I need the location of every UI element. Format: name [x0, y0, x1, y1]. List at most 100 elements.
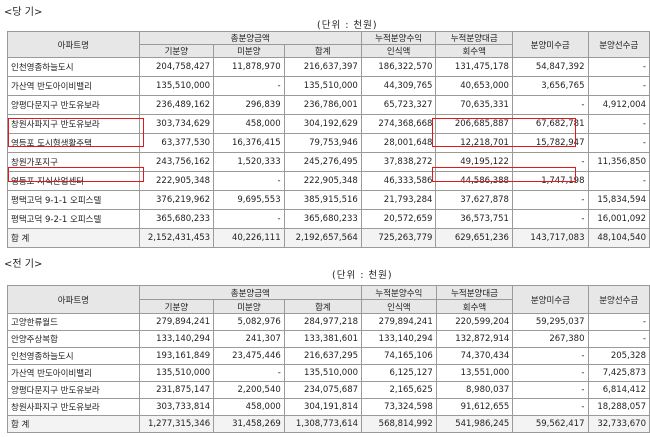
amount-cell: 20,572,659	[360, 209, 437, 229]
apartment-name-cell: 양평다문지구 반도유보라	[7, 381, 140, 399]
amount-cell: 568,814,992	[361, 415, 437, 433]
amount-cell: 91,612,655	[435, 398, 514, 416]
table-row: 가산역 반도아이비밸리 135,510,000-135,510,000 6,125,…	[7, 364, 650, 382]
table-row: 안양주상복합 133,140,294 241,307 133,381,601 133,1…	[7, 330, 650, 348]
header-unsold: 미분양	[213, 299, 285, 314]
amount-cell: 2,152,431,453	[138, 228, 215, 248]
amount-cell: 220,599,204	[435, 313, 514, 331]
amount-cell: -	[587, 114, 650, 134]
amount-cell: 143,717,083	[511, 228, 589, 248]
amount-cell: -	[587, 76, 650, 96]
amount-cell: 284,977,218	[283, 313, 363, 331]
amount-cell: -	[587, 171, 650, 191]
amount-cell: 267,380	[512, 330, 589, 348]
amount-cell: 1,277,315,346	[138, 415, 215, 433]
header-cum-revenue-2: 인식액	[360, 44, 437, 58]
amount-cell: -	[512, 398, 589, 416]
header-receivable: 분양미수금	[511, 31, 589, 58]
amount-cell: 31,458,269	[213, 415, 285, 433]
amount-cell: 236,786,001	[283, 95, 362, 115]
table-row: 창원가포지구 243,756,162 1,520,333 245,276,495 37,…	[7, 152, 650, 172]
amount-cell: 5,082,976	[213, 313, 285, 331]
amount-cell: 11,356,850	[587, 152, 650, 172]
apartment-name-cell: 합 계	[7, 228, 140, 248]
table-row: 가산역 반도아이비밸리 135,510,000-135,510,000 44,309…	[7, 76, 650, 96]
apartment-name-cell: 창원사파지구 반도유보라	[7, 398, 140, 416]
amount-cell: 21,793,284	[360, 190, 437, 210]
amount-cell: 44,309,765	[360, 76, 437, 96]
amount-cell: -	[511, 190, 589, 210]
total-row: 합 계 2,152,431,453 40,226,111 2,192,657,564 7…	[7, 228, 650, 248]
amount-cell: 11,878,970	[213, 57, 285, 77]
amount-cell: 222,905,348	[138, 171, 215, 191]
amount-cell: 2,192,657,564	[283, 228, 362, 248]
amount-cell: 385,915,516	[283, 190, 362, 210]
amount-cell: 16,376,415	[213, 133, 285, 153]
amount-cell: 54,847,392	[511, 57, 589, 77]
amount-cell: 23,475,446	[213, 347, 285, 365]
current-table-body: 인천영종하늘도시 204,758,427 11,878,970 216,637,397…	[7, 57, 650, 248]
amount-cell: 133,140,294	[361, 330, 437, 348]
amount-cell: -	[587, 133, 650, 153]
amount-cell: 279,894,241	[138, 313, 215, 331]
amount-cell: 376,219,962	[138, 190, 215, 210]
amount-cell: 304,191,814	[283, 398, 363, 416]
amount-cell: 12,218,701	[435, 133, 513, 153]
header-receivable: 분양미수금	[512, 285, 589, 314]
amount-cell: -	[512, 381, 589, 399]
header-cum-revenue-2: 인식액	[361, 299, 437, 314]
amount-cell: 65,723,327	[360, 95, 437, 115]
amount-cell: 243,756,162	[138, 152, 215, 172]
apartment-name-cell: 평택고덕 9-2-1 오피스텔	[7, 209, 140, 229]
amount-cell: 59,562,417	[512, 415, 589, 433]
table-row: 인천영종하늘도시 204,758,427 11,878,970 216,637,397…	[7, 57, 650, 77]
amount-cell: -	[213, 171, 285, 191]
apartment-name-cell: 양평다문지구 반도유보라	[7, 95, 140, 115]
current-unit-label: (단위 : 천원)	[317, 20, 378, 31]
amount-cell: 279,894,241	[361, 313, 437, 331]
amount-cell: 37,838,272	[360, 152, 437, 172]
table-row: 양평다문지구 반도유보라 236,489,162 296,839 236,786,00…	[7, 95, 650, 115]
amount-cell: 2,165,625	[361, 381, 437, 399]
amount-cell: 59,295,037	[512, 313, 589, 331]
apartment-name-cell: 창원가포지구	[7, 152, 140, 172]
amount-cell: 186,322,570	[360, 57, 437, 77]
amount-cell: 15,782,947	[511, 133, 589, 153]
amount-cell: -	[512, 347, 589, 365]
amount-cell: 216,637,397	[283, 57, 362, 77]
amount-cell: 365,680,233	[283, 209, 362, 229]
amount-cell: 241,307	[213, 330, 285, 348]
header-cum-revenue: 누적분양수익	[361, 285, 437, 300]
amount-cell: 8,980,037	[435, 381, 514, 399]
current-sales-table: 아파트명 총분양금액 누적분양수익 누적분양대금 분양미수금 분양선수금 기분양…	[7, 31, 650, 248]
table-row: 창원사파지구 반도유보라 303,734,629 458,000 304,192,62…	[7, 114, 650, 134]
amount-cell: 73,324,598	[361, 398, 437, 416]
header-sum: 합계	[283, 44, 362, 58]
table-row: 창원사파지구 반도유보라 303,733,814 458,000 304,191,81…	[7, 398, 650, 416]
amount-cell: 16,001,092	[587, 209, 650, 229]
header-cum-collected: 누적분양대금	[435, 31, 513, 45]
table-row: 영등포 지식산업센터 222,905,348-222,905,348 46,333,…	[7, 171, 650, 191]
apartment-name-cell: 안양주상복합	[7, 330, 140, 348]
prior-sales-table: 아파트명 총분양금액 누적분양수익 누적분양대금 분양미수금 분양선수금 기분양…	[7, 285, 650, 433]
prior-period-label: <전 기>	[4, 259, 43, 270]
amount-cell: 49,195,122	[435, 152, 513, 172]
header-advance: 분양선수금	[587, 285, 650, 314]
amount-cell: 46,333,586	[360, 171, 437, 191]
amount-cell: 365,680,233	[138, 209, 215, 229]
amount-cell: 2,200,540	[213, 381, 285, 399]
apartment-name-cell: 평택고덕 9-1-1 오피스텔	[7, 190, 140, 210]
amount-cell: -	[512, 364, 589, 382]
table-row: 인천영종하늘도시 193,161,849 23,475,446 216,637,295…	[7, 347, 650, 365]
amount-cell: 3,656,765	[511, 76, 589, 96]
amount-cell: 222,905,348	[283, 171, 362, 191]
table-row: 평택고덕 9-1-1 오피스텔 376,219,962 9,695,553 385,9…	[7, 190, 650, 210]
amount-cell: 48,104,540	[587, 228, 650, 248]
amount-cell: 6,125,127	[361, 364, 437, 382]
amount-cell: 135,510,000	[283, 76, 362, 96]
amount-cell: -	[511, 152, 589, 172]
apartment-name-cell: 인천영종하늘도시	[7, 57, 140, 77]
amount-cell: -	[587, 330, 650, 348]
amount-cell: 133,140,294	[138, 330, 215, 348]
amount-cell: 216,637,295	[283, 347, 363, 365]
